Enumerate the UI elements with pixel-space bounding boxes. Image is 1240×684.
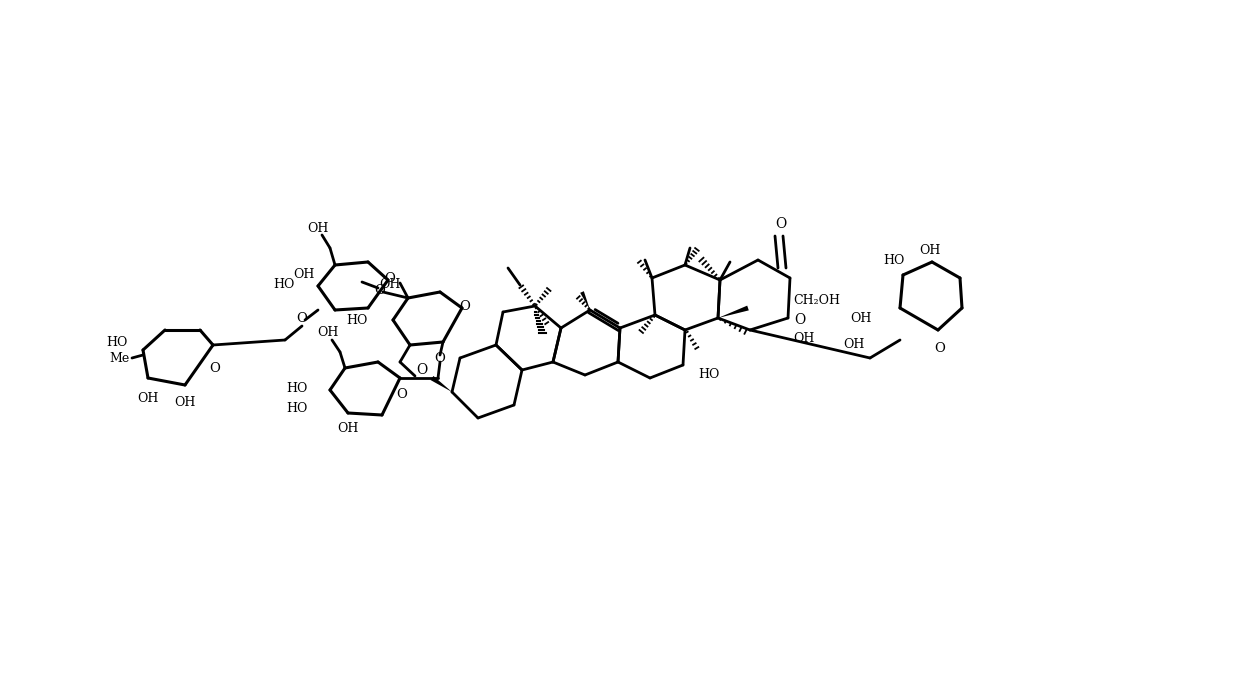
Text: HO: HO <box>286 382 308 395</box>
Text: HO: HO <box>884 254 905 267</box>
Polygon shape <box>580 291 590 310</box>
Text: O: O <box>210 362 221 375</box>
Text: O: O <box>434 352 445 365</box>
Text: OH: OH <box>294 269 315 282</box>
Text: OH: OH <box>843 339 866 352</box>
Polygon shape <box>430 376 453 392</box>
Text: HO: HO <box>698 369 720 382</box>
Text: O: O <box>775 217 786 231</box>
Text: OH: OH <box>794 332 815 345</box>
Text: HO: HO <box>347 313 368 326</box>
Text: HO: HO <box>274 278 295 291</box>
Text: HO: HO <box>107 335 128 349</box>
Text: OH: OH <box>337 421 358 434</box>
Text: OH: OH <box>919 244 941 256</box>
Text: OH: OH <box>175 395 196 408</box>
Text: OH: OH <box>851 311 872 324</box>
Polygon shape <box>718 306 749 318</box>
Text: OH: OH <box>308 222 329 235</box>
Text: O: O <box>384 272 396 285</box>
Text: O: O <box>397 389 408 402</box>
Text: OH: OH <box>379 278 401 291</box>
Text: OH: OH <box>317 326 339 339</box>
Text: O: O <box>417 363 428 377</box>
Text: OH: OH <box>138 391 159 404</box>
Text: CH₂OH: CH₂OH <box>794 293 839 306</box>
Text: O: O <box>935 341 945 354</box>
Text: O: O <box>374 283 386 296</box>
Text: Me: Me <box>110 352 130 365</box>
Text: HO: HO <box>286 402 308 415</box>
Text: O: O <box>460 300 470 313</box>
Text: O: O <box>795 313 806 327</box>
Text: O: O <box>296 311 308 324</box>
